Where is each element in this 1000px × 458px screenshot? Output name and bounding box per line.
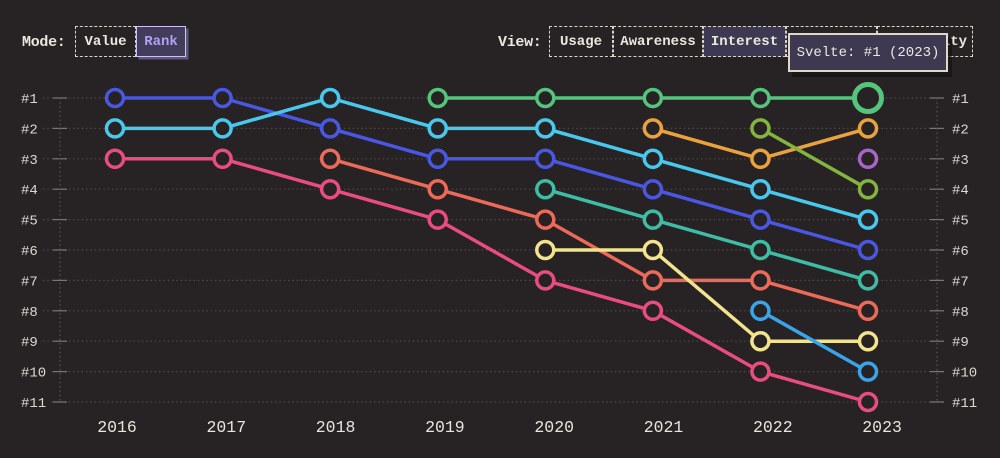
data-point-orange-series-2022[interactable] bbox=[750, 148, 771, 170]
data-point-cyan-series-2017[interactable] bbox=[212, 118, 233, 139]
data-point-blue-series-2022[interactable] bbox=[750, 209, 771, 230]
data-point-yellow-series-2022[interactable] bbox=[750, 330, 771, 352]
data-point-Svelte-2022[interactable] bbox=[750, 87, 771, 109]
data-point-teal-series-2022[interactable] bbox=[750, 239, 771, 261]
data-point-cyan-series-2023[interactable] bbox=[857, 209, 879, 230]
data-point-blue-series-2020[interactable] bbox=[535, 148, 556, 170]
series-line-pink-series bbox=[113, 157, 870, 404]
y-axis-label-right: #6 bbox=[952, 244, 969, 260]
data-point-salmon-series-2018[interactable] bbox=[319, 148, 341, 170]
x-axis-label: 2021 bbox=[644, 418, 684, 437]
y-axis-label-left: #7 bbox=[21, 274, 38, 290]
x-axis-label: 2019 bbox=[425, 418, 465, 437]
y-axis-label-right: #9 bbox=[952, 335, 969, 351]
series-line-cyan-series bbox=[113, 96, 870, 222]
y-axis-label-left: #2 bbox=[21, 122, 38, 138]
mode-label: Mode: bbox=[22, 34, 66, 51]
data-point-blue-series-2016[interactable] bbox=[104, 87, 126, 109]
y-axis-label-left: #3 bbox=[21, 153, 38, 169]
data-point-blue-series-2018[interactable] bbox=[319, 118, 341, 139]
data-point-cyan-series-2021[interactable] bbox=[642, 148, 664, 170]
data-point-cyan-series-2022[interactable] bbox=[750, 178, 771, 200]
y-axis-label-left: #1 bbox=[21, 92, 38, 108]
mode-button-value[interactable]: Value bbox=[75, 26, 136, 57]
view-button-awareness[interactable]: Awareness bbox=[613, 26, 703, 57]
data-point-salmon-series-2020[interactable] bbox=[535, 209, 556, 230]
y-axis-label-left: #11 bbox=[21, 396, 46, 412]
data-point-yellow-series-2023[interactable] bbox=[857, 330, 879, 352]
view-label: View: bbox=[498, 34, 542, 51]
data-point-pink-series-2021[interactable] bbox=[642, 300, 664, 322]
view-button-usage[interactable]: Usage bbox=[549, 26, 613, 57]
data-point-olive-series-2023[interactable] bbox=[857, 178, 879, 200]
data-point-Svelte-2019[interactable] bbox=[427, 87, 448, 109]
x-axis-label: 2020 bbox=[534, 418, 574, 437]
data-point-salmon-series-2022[interactable] bbox=[750, 270, 771, 291]
view-button-interest[interactable]: Interest bbox=[703, 26, 786, 57]
data-point-blue-series-2023[interactable] bbox=[857, 239, 879, 261]
x-axis-label: 2018 bbox=[316, 418, 356, 437]
x-axis-label: 2022 bbox=[753, 418, 793, 437]
y-axis-label-left: #6 bbox=[21, 244, 38, 260]
data-point-salmon-series-2019[interactable] bbox=[427, 178, 448, 200]
x-axis-label: 2023 bbox=[862, 418, 902, 437]
data-point-pink-series-2017[interactable] bbox=[212, 148, 233, 170]
data-point-yellow-series-2020[interactable] bbox=[535, 239, 556, 261]
data-point-cyan-series-2018[interactable] bbox=[319, 87, 341, 109]
y-axis-label-right: #8 bbox=[952, 305, 969, 321]
data-point-cyan-series-2020[interactable] bbox=[535, 118, 556, 139]
data-point-blue-series-2019[interactable] bbox=[427, 148, 448, 170]
data-point-orange-series-2023[interactable] bbox=[857, 118, 879, 139]
data-point-teal-series-2023[interactable] bbox=[857, 270, 879, 291]
data-point-purple-series-2023[interactable] bbox=[857, 148, 879, 170]
data-point-pink-series-2019[interactable] bbox=[427, 209, 448, 230]
y-axis-label-right: #3 bbox=[952, 153, 969, 169]
y-axis-label-left: #9 bbox=[21, 335, 38, 351]
data-point-teal-series-2020[interactable] bbox=[535, 178, 556, 200]
data-point-orange-series-2021[interactable] bbox=[642, 118, 664, 139]
data-point-blue-series-2017[interactable] bbox=[212, 87, 233, 109]
data-point-teal-series-2021[interactable] bbox=[642, 209, 664, 230]
y-axis-label-left: #8 bbox=[21, 305, 38, 321]
data-point-cyan-series-2019[interactable] bbox=[427, 118, 448, 139]
mode-button-rank[interactable]: Rank bbox=[136, 26, 186, 57]
y-axis-label-left: #10 bbox=[21, 366, 46, 382]
x-axis-label: 2016 bbox=[97, 418, 137, 437]
y-axis-label-right: #4 bbox=[952, 183, 969, 199]
data-point-Svelte-2021[interactable] bbox=[642, 87, 664, 109]
series-line-lightblue-series bbox=[758, 309, 870, 374]
series-line-blue-series bbox=[113, 96, 870, 252]
data-point-lightblue-series-2023[interactable] bbox=[857, 361, 879, 382]
y-axis-label-right: #2 bbox=[952, 122, 969, 138]
chart-tooltip: Svelte: #1 (2023) bbox=[788, 33, 948, 72]
series-line-salmon-series bbox=[328, 157, 870, 313]
data-point-pink-series-2016[interactable] bbox=[104, 148, 126, 170]
y-axis-label-right: #5 bbox=[952, 214, 969, 230]
series-line-olive-series bbox=[758, 126, 870, 191]
data-point-cyan-series-2016[interactable] bbox=[104, 118, 126, 139]
y-axis-label-left: #5 bbox=[21, 214, 38, 230]
data-point-pink-series-2018[interactable] bbox=[319, 178, 341, 200]
data-point-pink-series-2020[interactable] bbox=[535, 270, 556, 291]
data-point-pink-series-2022[interactable] bbox=[750, 361, 771, 382]
data-point-Svelte-2023[interactable] bbox=[851, 82, 884, 114]
data-point-yellow-series-2021[interactable] bbox=[642, 239, 664, 261]
data-point-Svelte-2020[interactable] bbox=[535, 87, 556, 109]
data-point-blue-series-2021[interactable] bbox=[642, 178, 664, 200]
series-line-teal-series bbox=[543, 187, 870, 283]
data-point-salmon-series-2021[interactable] bbox=[642, 270, 664, 291]
data-point-salmon-series-2023[interactable] bbox=[857, 300, 879, 322]
x-axis-label: 2017 bbox=[206, 418, 246, 437]
data-point-olive-series-2022[interactable] bbox=[750, 118, 771, 139]
y-axis-label-left: #4 bbox=[21, 183, 38, 199]
data-point-pink-series-2023[interactable] bbox=[857, 391, 879, 413]
y-axis-label-right: #11 bbox=[952, 396, 977, 412]
y-axis-label-right: #10 bbox=[952, 366, 977, 382]
data-point-lightblue-series-2022[interactable] bbox=[750, 300, 771, 322]
y-axis-label-right: #1 bbox=[952, 92, 969, 108]
y-axis-label-right: #7 bbox=[952, 274, 969, 290]
